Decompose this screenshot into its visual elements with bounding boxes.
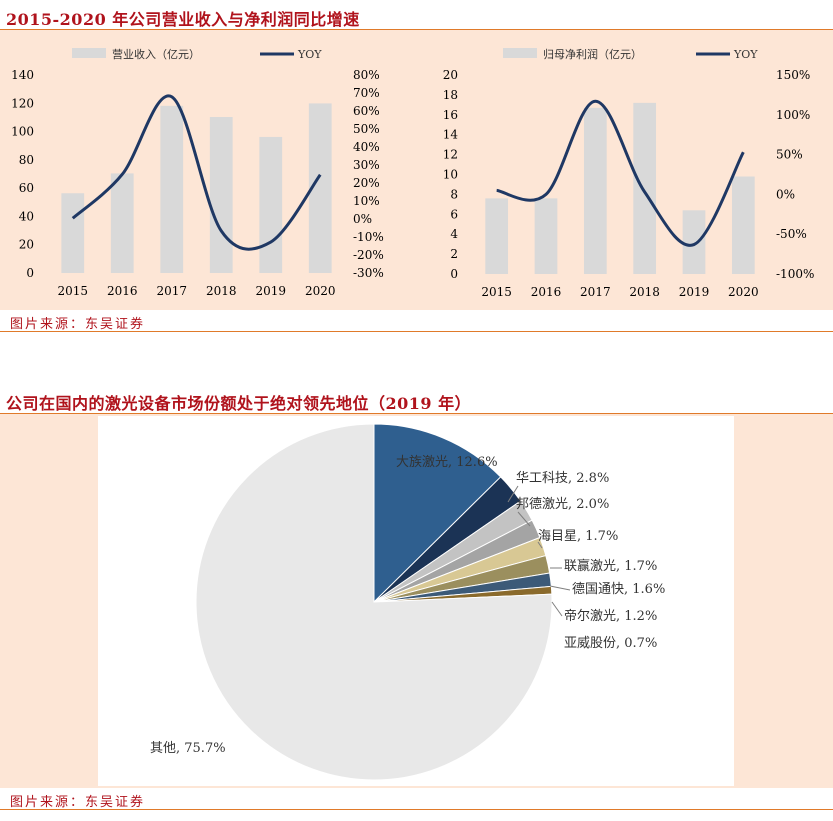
revenue-chart: 营业收入（亿元） YOY 0 20 40 60 80 100 120 140 -30% -20% -10… [11,47,384,298]
y-tick-label: 8 [450,187,458,201]
x-tick-label: 2015 [481,285,512,299]
y2-tick-label: 30% [353,158,380,172]
yoy-line [496,99,745,247]
section2-source: 图片来源：东吴证券 [10,795,146,810]
section2-title: 公司在国内的激光设备市场份额处于绝对领先地位（2019 年） [6,394,472,413]
section1-source-bar: 图片来源：东吴证券 [0,310,833,332]
bar-2020 [731,176,755,274]
y-tick-label: 60 [19,181,34,195]
y2-tick-label: -100% [776,267,814,281]
pie-slice-9 [195,423,553,781]
section1-source: 图片来源：东吴证券 [10,317,146,332]
pie-label-9: 其他, 75.7% [150,741,226,756]
net-profit-chart: 归母净利润（亿元） YOY 0 2 4 6 8 10 12 14 16 18 20 -100% -50% 0%… [443,47,815,299]
legend-bar-swatch [72,48,106,58]
pie-label-5: 联赢激光, 1.7% [564,558,657,574]
y2-tick-label: 0% [353,212,372,226]
pie-label-2: 华工科技, 2.8% [516,471,609,486]
y-tick-label: 16 [443,108,458,122]
y-tick-label: 10 [443,168,458,182]
y-tick-label: 140 [11,68,34,82]
y-tick-label: 0 [450,267,458,281]
y2-tick-label: -30% [353,266,384,280]
x-tick-label: 2018 [206,284,237,298]
y2-tick-label: 70% [353,86,380,100]
y-tick-label: 18 [443,88,458,102]
bar-2018 [633,102,657,274]
bar-2018 [209,117,233,273]
pie-label-7: 帝尔激光, 1.2% [564,608,657,624]
x-tick-label: 2020 [305,284,336,298]
x-tick-label: 2020 [728,285,759,299]
x-tick-label: 2017 [580,285,611,299]
y-tick-label: 12 [443,148,458,162]
legend-line-label: YOY [297,48,322,61]
bar-2019 [259,136,283,273]
pie-leader-line [537,541,543,549]
y2-tick-label: 0% [776,187,795,201]
bar-2015 [485,198,509,274]
pie-label-4: 海目星, 1.7% [538,529,618,544]
bar-2016 [534,198,558,274]
y2-tick-label: -50% [776,227,807,241]
pie-panel: 大族激光, 12.6% 华工科技, 2.8% 邦德激光, 2.0% 海目星, 1.7%… [0,414,833,788]
y-tick-label: 0 [26,266,34,280]
x-tick-label: 2017 [156,284,187,298]
pie-slice-1 [373,423,502,604]
y2-tick-label: 50% [353,122,380,136]
x-tick-label: 2016 [107,284,138,298]
y-tick-label: 6 [450,207,458,221]
pie-leader-line [517,511,531,527]
pie-label-3: 邦德激光, 2.0% [516,497,609,512]
y2-tick-label: 40% [353,140,380,154]
bar-2015 [61,193,85,273]
y2-tick-label: -20% [353,248,384,262]
y2-tick-label: 150% [776,68,810,82]
x-tick-label: 2019 [255,284,286,298]
y-tick-label: 20 [443,68,458,82]
pie-leader-line [549,585,571,591]
y-tick-label: 120 [11,96,34,110]
y-tick-label: 14 [443,128,459,142]
y-tick-label: 4 [450,227,458,241]
pie-label-1: 大族激光, 12.6% [396,454,498,470]
bar-2017 [583,107,607,275]
y2-tick-label: 10% [353,194,380,208]
section1-title: 2015-2020 年公司营业收入与净利润同比增速 [6,10,360,29]
y-tick-label: 100 [11,125,34,139]
y2-tick-label: 20% [353,176,380,190]
y-tick-label: 80 [19,153,34,167]
y2-tick-label: 100% [776,108,810,122]
y2-tick-label: 80% [353,68,380,82]
x-tick-label: 2018 [629,285,660,299]
section2-source-bar: 图片来源：东吴证券 [0,788,833,810]
pie-label-6: 德国通快, 1.6% [572,582,665,597]
y2-tick-label: -10% [353,230,384,244]
pie-leader-line [551,601,563,617]
bar-2017 [160,105,184,274]
legend-bar-label: 营业收入（亿元） [112,47,200,61]
y2-tick-label: 50% [776,148,803,162]
legend-line-label: YOY [733,48,758,61]
y2-tick-label: 60% [353,104,380,118]
y-tick-label: 40 [19,209,34,223]
chart-panel-top: 营业收入（亿元） YOY 0 20 40 60 80 100 120 140 -30% -20% -10… [0,30,833,310]
yoy-line [71,94,322,251]
section2-title-bar: 公司在国内的激光设备市场份额处于绝对领先地位（2019 年） [0,384,833,414]
x-tick-label: 2016 [531,285,562,299]
legend-bar-label: 归母净利润（亿元） [543,47,642,61]
pie-label-8: 亚威股份, 0.7% [564,636,657,651]
bar-2019 [682,210,706,274]
pie-leader-line [507,485,519,503]
legend-bar-swatch [503,48,537,58]
x-tick-label: 2015 [57,284,88,298]
bar-2016 [110,173,134,273]
y-tick-label: 20 [19,238,34,252]
x-tick-label: 2019 [679,285,710,299]
section1-title-bar: 2015-2020 年公司营业收入与净利润同比增速 [0,0,833,30]
bar-2020 [308,103,332,273]
market-share-pie: 大族激光, 12.6% 华工科技, 2.8% 邦德激光, 2.0% 海目星, 1.7%… [98,416,734,786]
y-tick-label: 2 [450,247,458,261]
